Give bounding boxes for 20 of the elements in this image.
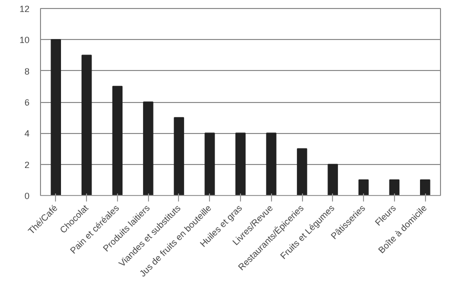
bar: [204, 132, 215, 196]
bar: [358, 179, 369, 196]
bar: [389, 179, 400, 196]
bar: [143, 102, 154, 196]
y-tick-label: 2: [24, 160, 30, 170]
y-tick-label: 6: [24, 98, 30, 108]
y-tick-label: 0: [24, 191, 30, 201]
bar: [82, 54, 92, 196]
y-tick-label: 12: [19, 4, 30, 14]
y-tick-label: 8: [24, 66, 30, 76]
bar: [112, 86, 123, 196]
bar: [328, 164, 338, 196]
bar: [50, 39, 61, 196]
y-tick-label: 10: [19, 35, 30, 46]
bar: [420, 179, 430, 196]
y-tick-label: 4: [24, 128, 30, 139]
bar: [296, 148, 308, 196]
bar: [235, 132, 246, 196]
bar: [174, 117, 184, 196]
bar: [266, 132, 276, 196]
